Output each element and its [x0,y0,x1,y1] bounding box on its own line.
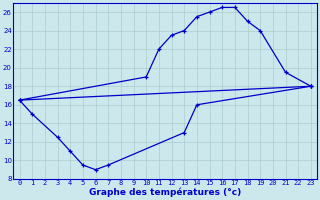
X-axis label: Graphe des températures (°c): Graphe des températures (°c) [89,188,241,197]
